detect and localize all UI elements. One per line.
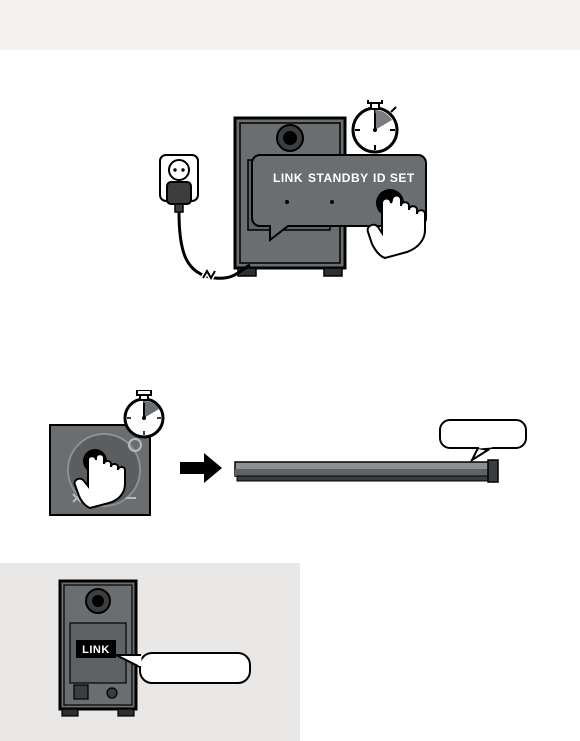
step3-figure: LINK <box>50 575 280 735</box>
stopwatch-icon <box>353 100 397 152</box>
label-standby: STANDBY <box>308 171 369 185</box>
step1-svg: LINK STANDBY ID SET <box>140 100 460 300</box>
step3-svg: LINK <box>50 575 280 735</box>
step2-svg <box>40 390 550 520</box>
soundbar-callout <box>440 420 526 460</box>
top-band <box>0 0 580 50</box>
label-link: LINK <box>273 171 303 185</box>
arrow-icon <box>180 453 222 483</box>
wall-outlet <box>160 155 198 212</box>
label-link-2: LINK <box>82 644 110 656</box>
step2-figure <box>40 390 550 520</box>
stopwatch-icon-2 <box>125 390 163 437</box>
subwoofer-back-2: LINK <box>60 581 136 716</box>
led-link <box>285 200 289 204</box>
soundbar <box>235 460 498 482</box>
step1-figure: LINK STANDBY ID SET <box>140 100 460 300</box>
label-idset: ID SET <box>373 171 415 185</box>
led-standby <box>330 200 334 204</box>
